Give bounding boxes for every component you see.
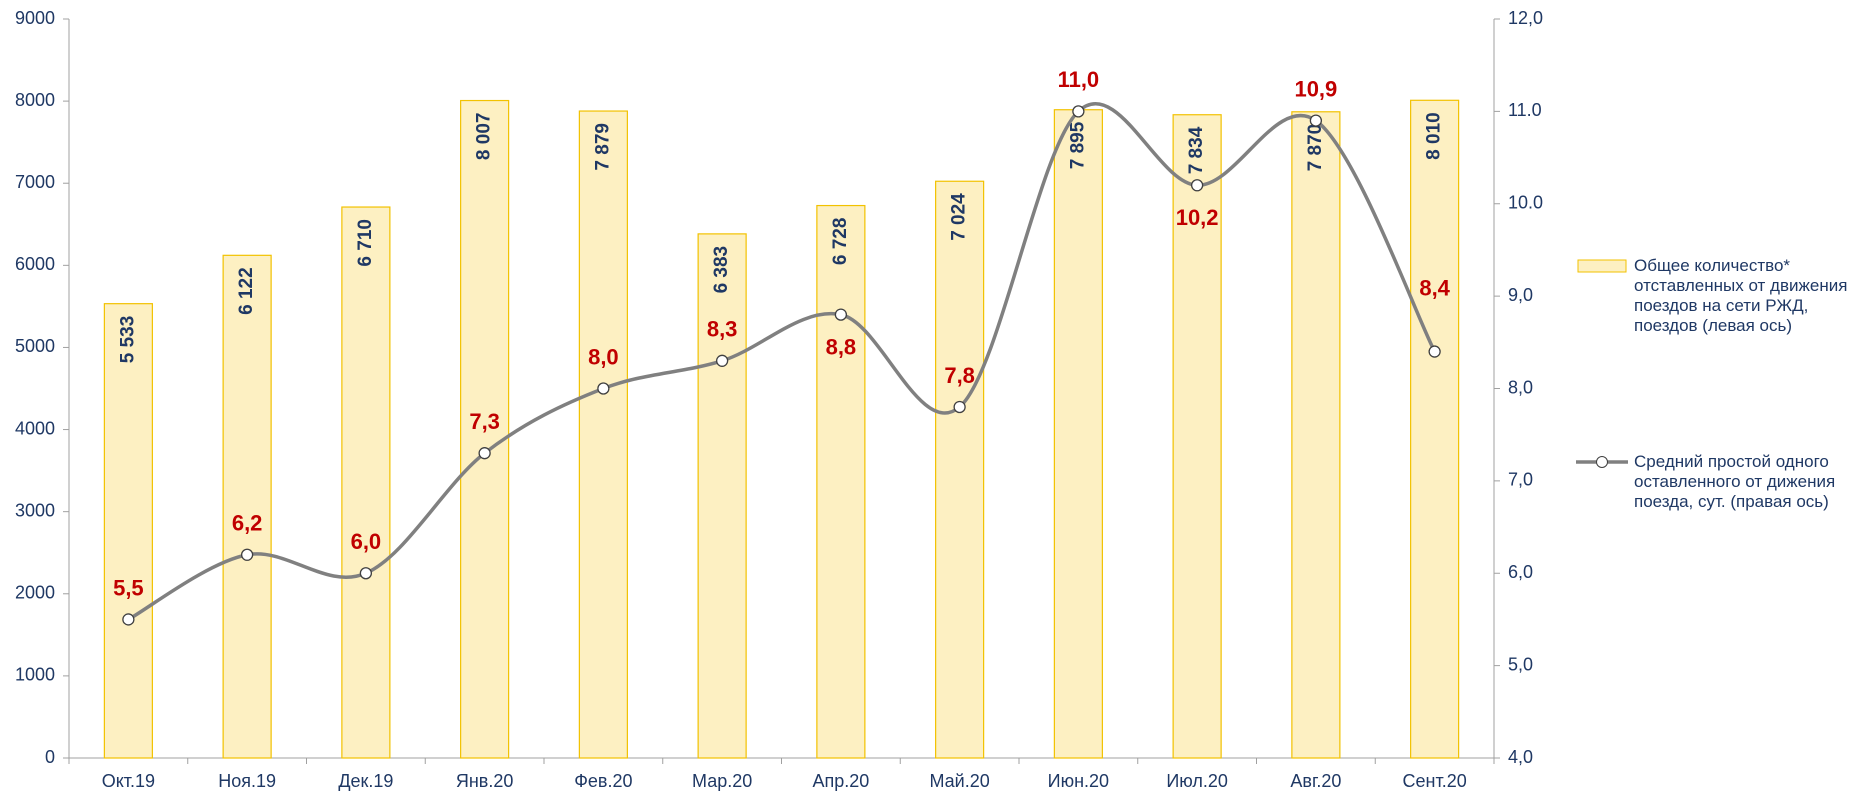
y2-tick-label: 8,0: [1508, 377, 1533, 397]
y2-tick-label: 5,0: [1508, 654, 1533, 674]
line-value-label: 8,8: [826, 334, 857, 359]
y-tick-label: 6000: [15, 254, 55, 274]
bar: [222, 254, 272, 759]
y2-tick-label: 6,0: [1508, 562, 1533, 582]
y-tick-label: 9000: [15, 8, 55, 28]
line-value-label: 7,8: [944, 363, 975, 388]
x-tick-label: Ноя.19: [218, 771, 276, 791]
line-value-label: 8,4: [1419, 275, 1450, 300]
line-value-label: 8,0: [588, 344, 619, 369]
bar-value-label: 8 010: [1424, 112, 1445, 160]
line-marker: [240, 548, 254, 561]
x-tick-label: Окт.19: [102, 771, 155, 791]
line-marker: [478, 447, 491, 460]
line-value-label: 6,0: [351, 529, 382, 554]
y-tick-label: 5000: [15, 336, 55, 356]
legend-label: Средний простой одного оставленного от д…: [1634, 452, 1836, 511]
legend-marker: [1596, 456, 1608, 468]
bar-value-label: 7 024: [949, 193, 970, 241]
line-marker: [359, 567, 373, 580]
bar-value-label: 5 533: [117, 316, 138, 364]
bar-value-label: 7 834: [1186, 126, 1207, 174]
bar: [697, 233, 747, 759]
y2-tick-label: 4,0: [1508, 747, 1533, 767]
legend-swatch: [1577, 259, 1627, 273]
y-tick-label: 2000: [15, 583, 55, 603]
legend-label: Общее количество* отставленных от движен…: [1634, 256, 1848, 335]
bar: [1291, 111, 1341, 759]
y-tick-label: 7000: [15, 172, 55, 192]
bar-value-label: 6 383: [711, 246, 732, 294]
line-marker: [715, 354, 729, 367]
bar: [816, 204, 866, 759]
y-tick-label: 0: [45, 747, 55, 767]
bar: [1410, 99, 1460, 759]
bar-value-label: 8 007: [474, 113, 495, 161]
line-value-label: 5,5: [113, 575, 144, 600]
line-value-label: 6,2: [232, 511, 263, 536]
line-marker: [1428, 345, 1441, 358]
bar: [578, 110, 628, 759]
y2-tick-label: 10.0: [1508, 193, 1543, 213]
y2-tick-label: 11.0: [1508, 100, 1542, 120]
bar: [1172, 114, 1222, 759]
line-marker: [953, 400, 966, 414]
x-tick-label: Фев.20: [574, 771, 632, 791]
y2-tick-label: 12,0: [1508, 8, 1543, 28]
bar-value-label: 7 895: [1067, 121, 1088, 169]
x-tick-label: Май.20: [929, 771, 989, 791]
bar-value-label: 7 879: [592, 123, 613, 171]
legend-swatch: [1576, 456, 1628, 468]
x-tick-label: Июн.20: [1048, 771, 1109, 791]
x-tick-label: Авг.20: [1290, 771, 1341, 791]
y-tick-label: 3000: [15, 500, 55, 520]
y2-tick-label: 7,0: [1508, 470, 1533, 490]
line-value-label: 10,9: [1294, 76, 1337, 101]
bar-value-label: 6 728: [830, 218, 851, 266]
line-marker: [122, 613, 135, 626]
x-tick-label: Дек.19: [338, 771, 393, 791]
line-value-label: 11,0: [1058, 67, 1100, 92]
line-value-label: 10,2: [1176, 205, 1219, 230]
y-tick-label: 4000: [15, 418, 55, 438]
y-tick-label: 8000: [15, 90, 55, 110]
x-tick-label: Апр.20: [812, 771, 869, 791]
x-tick-label: Сент.20: [1403, 771, 1467, 791]
bar-value-label: 6 122: [236, 267, 257, 315]
bar: [1053, 109, 1103, 759]
line-value-label: 7,3: [469, 409, 500, 434]
line-marker: [1190, 179, 1204, 192]
line-marker: [1309, 114, 1323, 127]
line-marker: [1072, 105, 1085, 118]
bar: [935, 180, 985, 759]
x-tick-label: Июл.20: [1166, 771, 1228, 791]
x-tick-label: Мар.20: [692, 771, 752, 791]
line: [127, 102, 1437, 621]
bar: [103, 303, 153, 759]
bar-value-label: 7 870: [1305, 124, 1326, 172]
y2-tick-label: 9,0: [1508, 285, 1533, 305]
bar: [460, 99, 510, 759]
y-tick-label: 1000: [15, 665, 55, 685]
bar-value-label: 6 710: [355, 219, 376, 267]
line-marker: [597, 382, 610, 395]
x-tick-label: Янв.20: [456, 771, 514, 791]
line-value-label: 8,3: [707, 317, 738, 342]
bar: [341, 206, 391, 759]
line-marker: [834, 308, 848, 321]
